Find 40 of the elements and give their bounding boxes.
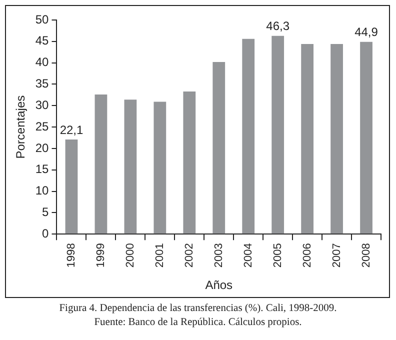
bar [65,139,78,234]
y-tick-label: 35 [35,76,50,91]
x-tick-label: 2008 [360,243,372,268]
y-tick-label: 5 [42,205,50,220]
bar [242,38,255,234]
x-tick-label: 2002 [183,243,196,268]
x-tick-label: 2001 [154,243,166,268]
x-tick-label: 1998 [66,243,78,268]
bar [183,92,196,234]
y-tick-label: 50 [35,12,50,26]
bar [212,62,226,234]
x-tick-label: 2003 [212,243,225,268]
x-tick-label: 2006 [301,243,314,268]
x-tick-label: 2004 [242,243,254,268]
x-tick-label: 1999 [94,243,107,268]
y-tick-label: 20 [35,140,50,155]
bar [360,42,372,234]
bar [330,44,343,234]
x-tick-label: 2007 [330,243,343,268]
x-tick-label: 2000 [124,243,136,268]
y-tick-label: 40 [35,55,50,70]
y-axis-title: Porcentajes [14,95,28,159]
y-tick-label: 15 [35,162,50,176]
bar [154,102,166,234]
bar [301,44,314,234]
data-label: 46,3 [266,19,290,34]
text: Figura 4. Dependencia de las transferencias (%). Cali, 1998-2009. [58,302,338,316]
data-label: 44,9 [354,25,378,40]
y-tick-label: 0 [42,226,50,240]
source-note: Fuente: Banco de la República. Cálculos propios. [93,316,303,330]
y-tick-label: 30 [35,98,50,112]
bar [272,36,284,234]
y-tick-label: 10 [35,184,50,198]
x-tick-label: 2005 [272,243,284,268]
x-axis-title: Años [205,278,233,292]
data-label: 22,1 [60,122,84,137]
bar [124,100,137,234]
y-tick-label: 45 [35,34,50,48]
y-tick-label: 25 [35,119,50,134]
bar [94,94,108,234]
